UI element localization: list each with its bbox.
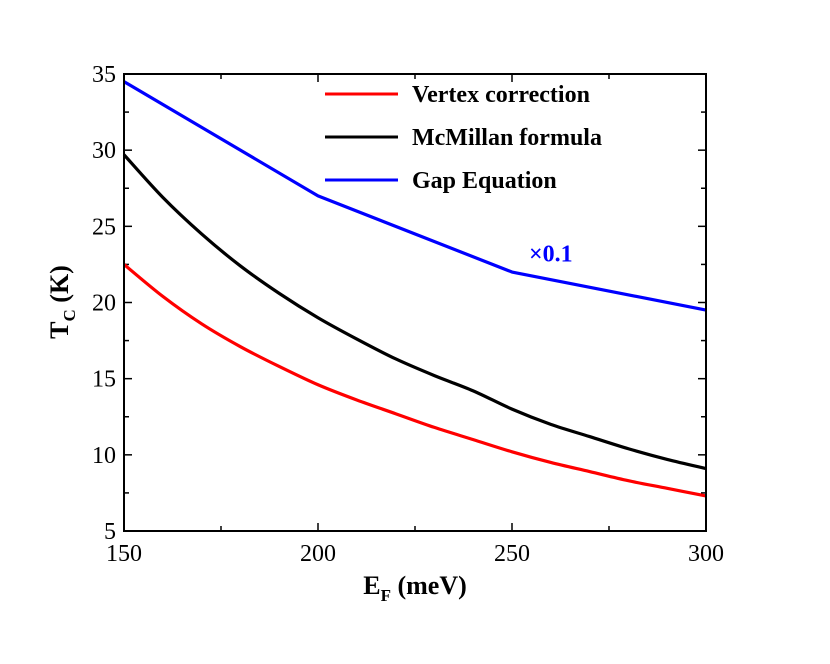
annotation-scale-factor: ×0.1 (529, 241, 573, 267)
series-line-mcmillan-formula (122, 153, 707, 471)
y-tick-label: 25 (92, 214, 116, 240)
y-axis-title-unit: (K) (45, 265, 74, 309)
y-tick-label: 5 (104, 519, 116, 545)
annotations-group: ×0.1 (529, 241, 573, 267)
series-line-vertex-correction (122, 263, 707, 498)
x-axis-title: EF (meV) (363, 571, 467, 605)
legend-label-vertex-correction: Vertex correction (412, 82, 590, 108)
x-axis-title-sub: F (381, 586, 391, 605)
y-axis-title: TC (K) (45, 265, 79, 339)
x-tick-label: 300 (688, 541, 724, 567)
y-tick-label: 10 (92, 443, 116, 469)
y-tick-label: 35 (92, 62, 116, 88)
x-axis-title-unit: (meV) (391, 571, 467, 600)
x-tick-label: 250 (494, 541, 530, 567)
y-tick-label: 15 (92, 367, 116, 393)
series-group (122, 80, 707, 498)
y-tick-label: 30 (92, 138, 116, 164)
x-axis-title-main: E (363, 571, 380, 600)
legend-label-gap-equation: Gap Equation (412, 168, 557, 194)
plot-frame (123, 73, 707, 532)
legend-label-mcmillan-formula: McMillan formula (412, 125, 602, 151)
legend: Vertex correction McMillan formula Gap E… (325, 82, 602, 194)
tick-labels-group: 150 200 250 300 5 10 15 20 25 30 35 (92, 62, 724, 567)
y-axis-title-sub: C (60, 309, 79, 321)
x-tick-label: 150 (106, 541, 142, 567)
x-tick-label: 200 (300, 541, 336, 567)
series-line-gap-equation (123, 80, 707, 312)
y-axis-title-main: T (45, 321, 74, 338)
y-tick-label: 20 (92, 291, 116, 317)
